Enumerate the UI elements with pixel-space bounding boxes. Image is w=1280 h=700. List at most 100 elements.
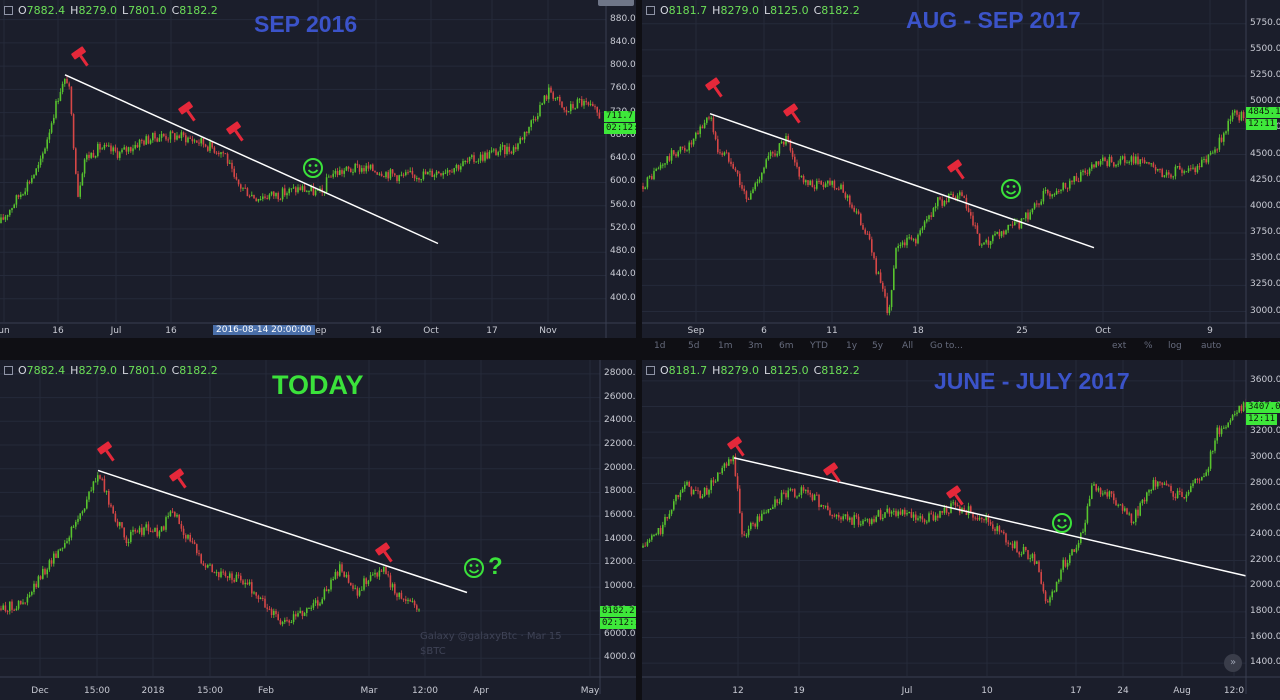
candle-body (136, 144, 139, 148)
range-button[interactable]: log (1168, 341, 1182, 351)
annotation-markers (705, 77, 1021, 199)
candle-body (1049, 193, 1051, 197)
range-button[interactable]: All (902, 341, 914, 351)
chart-panel-sep-2016[interactable]: O7882.4 H8279.0 L7801.0 C8182.2 SEP 2016 71… (0, 0, 636, 338)
candle-body (11, 601, 13, 610)
series-toggle-icon[interactable] (4, 366, 13, 375)
candle-body (20, 194, 22, 197)
candle-body (435, 171, 438, 176)
candle-body (1152, 479, 1155, 490)
chart-panel-aug-sep-2017[interactable]: O8181.7 H8279.0 L8125.0 C8182.2 AUG - SEP 2… (642, 0, 1280, 338)
ohlc-readout: O7882.4 H8279.0 L7801.0 C8182.2 (4, 4, 223, 17)
chart-svg-aug-sep-2017[interactable] (642, 0, 1280, 338)
chart-panel-june-july-2017[interactable]: O8181.7 H8279.0 L8125.0 C8182.2 JUNE - JULY… (642, 360, 1280, 700)
candle-body (479, 154, 482, 161)
y-tick-label: 520.0 (610, 222, 636, 233)
candle-body (853, 515, 855, 525)
countdown-tag: 02:12:11 (600, 618, 636, 629)
candle-body (193, 542, 196, 545)
range-button[interactable]: % (1144, 341, 1153, 351)
resistance-trendline[interactable] (733, 457, 1247, 577)
resistance-trendline[interactable] (64, 74, 439, 245)
candle-body (75, 148, 77, 174)
range-button[interactable]: 6m (779, 341, 794, 351)
range-button[interactable]: auto (1201, 341, 1222, 351)
candle-body (119, 522, 121, 526)
y-tick-label: 880.0 (610, 13, 636, 24)
candle-body (838, 514, 840, 518)
candle-body (482, 154, 484, 161)
candle-body (1099, 488, 1102, 495)
candle-body (697, 132, 699, 134)
candle-body (1018, 220, 1020, 229)
candle-body (807, 180, 809, 185)
candle-body (92, 481, 95, 491)
chart-svg-sep-2016[interactable] (0, 0, 636, 338)
resistance-trendline[interactable] (709, 113, 1095, 249)
range-button[interactable]: ext (1112, 341, 1127, 351)
candle-body (127, 541, 130, 544)
candle-body (805, 489, 807, 491)
candle-body (1240, 405, 1243, 412)
candle-body (262, 597, 264, 599)
candle-body (1095, 161, 1097, 168)
range-button[interactable]: YTD (810, 341, 828, 351)
range-button[interactable]: 5d (688, 341, 700, 351)
candle-body (383, 176, 385, 178)
y-tick-label: 4000.0 (1250, 200, 1280, 211)
candle-body (871, 239, 873, 253)
candle-body (1051, 194, 1053, 197)
candle-body (1064, 559, 1067, 567)
chart-svg-june-july-2017[interactable] (642, 360, 1280, 700)
candle-body (1207, 468, 1210, 473)
candle-body (662, 524, 664, 534)
candle-body (1148, 490, 1150, 493)
candle-body (919, 516, 921, 519)
candle-body (44, 568, 46, 575)
candle-body (83, 508, 86, 512)
candle-body (1080, 172, 1082, 182)
series-toggle-icon[interactable] (646, 6, 655, 15)
candle-body (587, 102, 590, 105)
range-button[interactable]: 3m (748, 341, 763, 351)
candle-body (191, 541, 194, 543)
candle-body (864, 520, 866, 522)
candle-body (1238, 114, 1240, 121)
candle-body (857, 516, 860, 525)
scroll-to-realtime-button[interactable]: » (1224, 654, 1242, 672)
chart-panel-today[interactable]: O7882.4 H8279.0 L7801.0 C8182.2 TODAY ? 818… (0, 360, 636, 700)
candle-body (948, 512, 950, 514)
range-button[interactable]: 1d (654, 341, 666, 351)
chart-svg-today[interactable] (0, 360, 636, 700)
range-button[interactable]: Go to... (930, 341, 963, 351)
resistance-trendline[interactable] (97, 469, 468, 594)
candle-body (1181, 491, 1183, 497)
candle-body (48, 132, 51, 140)
last-price-tag: 8182.2 (600, 606, 636, 617)
candle-body (1066, 187, 1069, 189)
candle-body (39, 576, 42, 579)
candle-body (330, 579, 332, 590)
candle-body (655, 168, 657, 171)
range-button[interactable]: 5y (872, 341, 884, 351)
range-button[interactable]: 1y (846, 341, 858, 351)
range-button[interactable]: 1m (718, 341, 733, 351)
candle-body (1141, 499, 1144, 504)
y-tick-label: 3200.0 (1250, 426, 1280, 437)
candle-body (15, 608, 18, 611)
candle-body (1060, 569, 1062, 580)
candle-body (695, 132, 697, 139)
series-toggle-icon[interactable] (646, 366, 655, 375)
series-toggle-icon[interactable] (4, 6, 13, 15)
candle-body (1187, 168, 1190, 172)
candle-body (1126, 162, 1128, 164)
candle-body (332, 173, 334, 177)
candle-body (391, 584, 394, 588)
candle-body (646, 541, 649, 546)
x-tick-label: Sep (687, 326, 705, 336)
candle-body (1231, 415, 1234, 420)
candle-body (659, 528, 662, 534)
candle-body (752, 523, 754, 525)
candle-body (888, 508, 891, 514)
candle-body (266, 607, 268, 609)
